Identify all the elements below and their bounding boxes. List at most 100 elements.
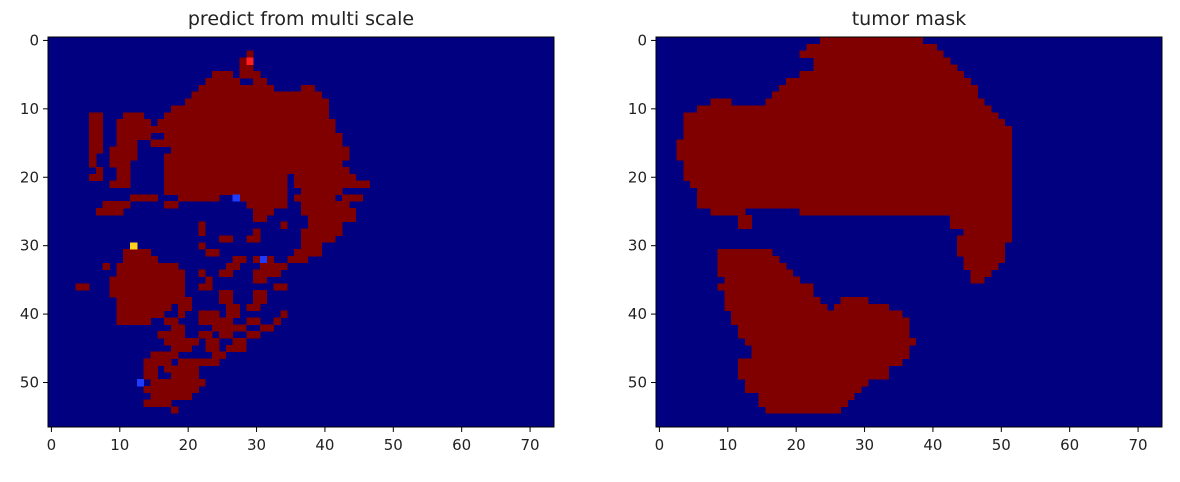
- heatmap-cell-run: [273, 283, 288, 291]
- heatmap-cell-run: [89, 153, 97, 161]
- heatmap-cell-run: [116, 167, 131, 175]
- heatmap-cell-run: [806, 43, 937, 52]
- heatmap-cell-run: [164, 112, 329, 120]
- heatmap-cell-run: [301, 242, 322, 250]
- heatmap-cell-run: [970, 269, 992, 277]
- heatmap-cell-run: [724, 297, 821, 305]
- heatmap-cell-run: [683, 112, 999, 120]
- heatmap-cell-run: [232, 255, 247, 264]
- y-tick-label: 20: [20, 168, 39, 186]
- y-tick-label: 30: [628, 237, 647, 255]
- heatmap-cell-run: [89, 139, 104, 147]
- y-tick-label: 10: [628, 100, 647, 118]
- heatmap-cell-run: [157, 331, 186, 339]
- heatmap-cell-run: [198, 310, 220, 318]
- heatmap-cell-run: [143, 385, 199, 394]
- heatmap-cell-run: [246, 201, 288, 209]
- heatmap-cell-run: [301, 228, 343, 236]
- heatmap-cell-run: [205, 344, 220, 353]
- heatmap-cell-run: [253, 276, 268, 284]
- heatmap-cell-run: [239, 71, 261, 79]
- heatmap-cell-run: [239, 194, 288, 202]
- heatmap-cell-run: [738, 324, 910, 332]
- x-tick-label: 10: [110, 436, 129, 454]
- heatmap-cell-run: [751, 344, 910, 353]
- heatmap-cell-run: [738, 221, 753, 229]
- heatmap-cell-run: [738, 365, 889, 373]
- heatmap-cell-run: [738, 214, 753, 223]
- heatmap-cell-run: [710, 208, 746, 216]
- heatmap-cell-run: [294, 180, 357, 188]
- heatmap-cell-run: [779, 84, 978, 93]
- heatmap-cell-run: [956, 249, 1006, 257]
- heatmap-cell-run: [164, 201, 179, 209]
- heatmap-cell-run: [109, 180, 131, 188]
- heatmap-cell-run: [212, 324, 247, 332]
- x-tick-label: 50: [992, 436, 1011, 454]
- heatmap-cell-run: [164, 132, 343, 141]
- heatmap-cell-blue-pixel: [232, 194, 240, 202]
- heatmap-cell-run: [123, 255, 158, 264]
- y-tick-label: 50: [20, 374, 39, 392]
- heatmap-cell-run: [218, 290, 234, 298]
- heatmap-cell-run: [218, 331, 234, 339]
- heatmap-cell-run: [109, 290, 186, 298]
- heatmap-cell-run: [198, 242, 206, 250]
- heatmap-cell-run: [717, 255, 780, 264]
- heatmap-cell-run: [143, 365, 158, 373]
- heatmap-cell-run: [143, 372, 158, 380]
- heatmap-cell-run: [164, 317, 179, 325]
- heatmap-cell-run: [164, 365, 199, 373]
- x-tick-label: 0: [655, 436, 665, 454]
- heatmap-cell-blue-pixel: [136, 379, 145, 387]
- heatmap-cell-run: [253, 78, 268, 86]
- heatmap-cell-run: [963, 255, 1006, 264]
- heatmap-cell-run: [307, 221, 343, 229]
- heatmap-cell-run: [164, 153, 350, 161]
- heatmap-cell-run: [280, 310, 288, 318]
- heatmap-cell-run: [89, 160, 97, 168]
- chart-panel-1: 0 10 20 30 40 50 60 70 0 10 20 30 40 50 predict from m…: [20, 8, 555, 454]
- y-tick-label: 10: [20, 100, 39, 118]
- y-tick-label: 40: [20, 305, 39, 323]
- heatmap-cell-run: [765, 406, 842, 414]
- heatmap-cell-run: [950, 221, 1012, 229]
- heatmap-cell-run: [799, 71, 965, 79]
- y-tick-label: 0: [637, 31, 647, 49]
- heatmap-cell-run: [697, 201, 1012, 209]
- heatmap-cell-run: [116, 303, 172, 312]
- heatmap-cell-run: [143, 358, 172, 366]
- heatmap-cell-run: [89, 119, 104, 127]
- y-tick-label: 40: [628, 305, 647, 323]
- heatmap-cell-run: [123, 112, 145, 120]
- heatmap-cell-run: [813, 64, 958, 72]
- heatmap-cell-run: [116, 262, 179, 271]
- heatmap-cell-run: [150, 379, 206, 387]
- chart-title: tumor mask: [852, 8, 967, 30]
- heatmap-cell-run: [724, 276, 800, 284]
- heatmap-cell-run: [184, 98, 329, 106]
- heatmap-cell-run: [157, 119, 336, 127]
- heatmap-cell-run: [246, 50, 254, 58]
- heatmap-cell-run: [840, 297, 869, 305]
- heatmap-cell-run: [683, 125, 1012, 134]
- heatmap-cell-run: [253, 228, 261, 236]
- heatmap-cell-run: [301, 235, 336, 243]
- heatmap-cell-run: [342, 194, 363, 202]
- heatmap-cell-run: [683, 160, 1012, 168]
- heatmap-cell-run: [294, 249, 322, 257]
- heatmap-cell-run: [109, 160, 131, 168]
- heatmap-cell-run: [150, 392, 192, 401]
- heatmap-cell-run: [225, 262, 240, 271]
- heatmap-cell-run: [287, 255, 309, 264]
- heatmap-cell-run: [116, 317, 151, 325]
- heatmap-cell-run: [970, 276, 985, 284]
- heatmap-cell-run: [717, 269, 794, 277]
- heatmap-cell-run: [89, 146, 104, 154]
- x-tick-label: 60: [452, 436, 471, 454]
- x-tick-label: 50: [384, 436, 403, 454]
- heatmap-cell-run: [177, 303, 192, 312]
- heatmap-cell-yellow-pixel: [130, 242, 138, 250]
- heatmap-cell-run: [164, 173, 288, 182]
